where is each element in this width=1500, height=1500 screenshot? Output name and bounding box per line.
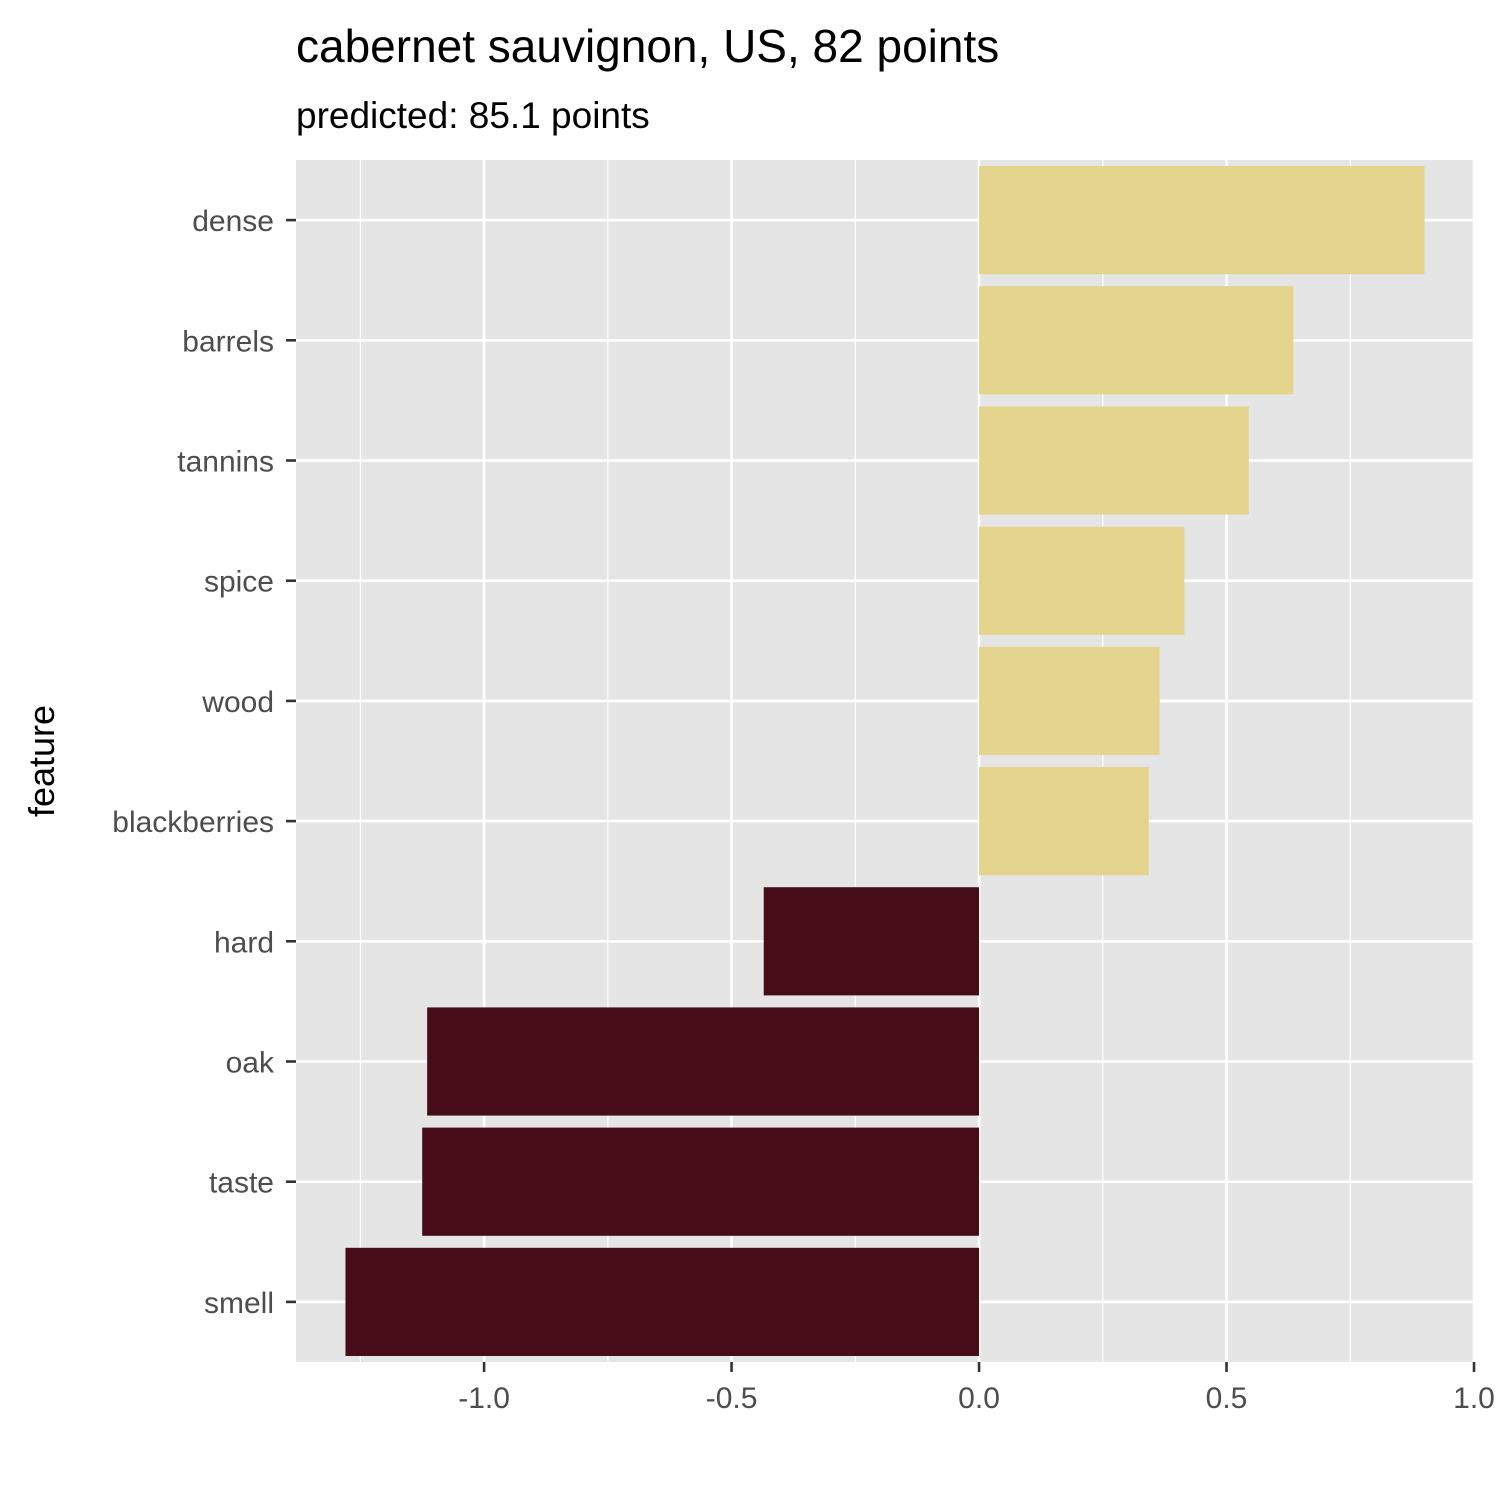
chart-title: cabernet sauvignon, US, 82 points (296, 20, 999, 72)
y-tick-label: blackberries (112, 806, 274, 839)
y-tick-label: hard (214, 926, 274, 959)
y-tick-label: taste (209, 1167, 274, 1200)
y-tick-label: oak (226, 1047, 275, 1080)
y-tick-label: dense (192, 205, 274, 238)
bar-spice (979, 526, 1185, 635)
y-axis-title: feature (21, 705, 62, 817)
x-tick-label: 1.0 (1453, 1382, 1495, 1415)
chart-subtitle: predicted: 85.1 points (296, 95, 650, 136)
x-tick-label: 0.0 (958, 1382, 1000, 1415)
bar-wood (979, 646, 1160, 755)
x-axis: -1.0 -0.5 0.0 0.5 1.0 (458, 1362, 1495, 1415)
bar-barrels (979, 286, 1294, 395)
y-tick-label: tannins (177, 446, 274, 479)
y-tick-label: smell (204, 1287, 274, 1320)
bar-dense (979, 166, 1425, 275)
bar-taste (422, 1127, 980, 1236)
bar-oak (427, 1007, 980, 1116)
bar-hard (763, 887, 980, 996)
bar-tannins (979, 406, 1249, 515)
bar-smell (345, 1247, 980, 1356)
y-tick-label: spice (204, 566, 274, 599)
y-axis: dense barrels tannins spice wood blackberries… (112, 205, 296, 1320)
bar-blackberries (979, 767, 1149, 876)
x-tick-label: -0.5 (706, 1382, 758, 1415)
y-tick-label: barrels (182, 325, 274, 358)
y-tick-label: wood (201, 686, 274, 719)
x-tick-label: 0.5 (1206, 1382, 1248, 1415)
bars (345, 166, 1425, 1356)
x-tick-label: -1.0 (458, 1382, 510, 1415)
